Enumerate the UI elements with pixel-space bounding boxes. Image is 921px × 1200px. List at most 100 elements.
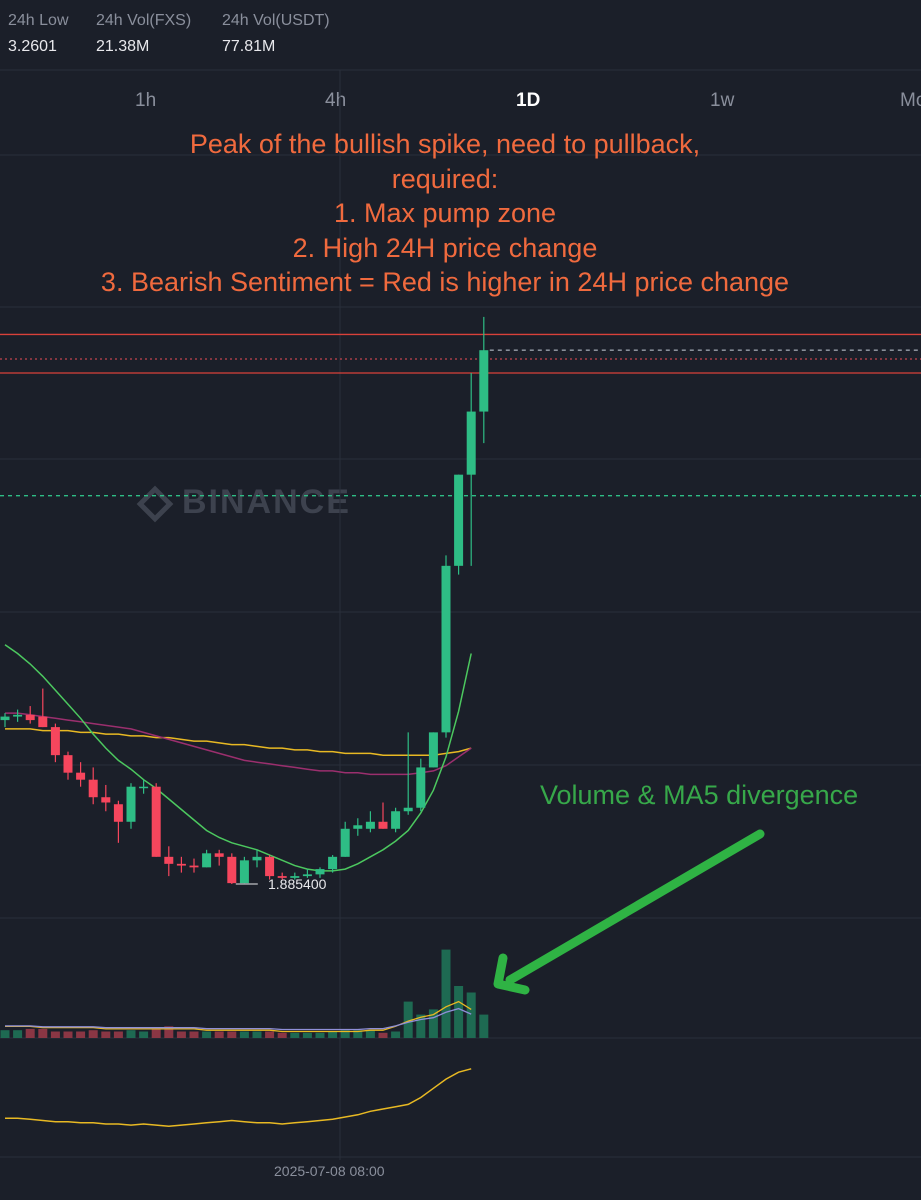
tab-1w[interactable]: 1w [710,90,735,111]
candles [0,316,489,885]
stat-24h-vol-usdt: 24h Vol(USDT) 77.81M [222,12,330,56]
candle-body [466,411,476,475]
volume-bar [63,1031,73,1038]
candle-body [139,786,149,789]
candle-body [265,856,275,877]
candle-body [454,474,464,566]
candle-body [113,804,123,822]
volume-bar [428,1009,438,1038]
tab-1d[interactable]: 1D [516,90,541,111]
tab-4h[interactable]: 4h [325,90,347,111]
volume-bar [151,1028,161,1038]
candle-body [202,853,212,868]
volume-bar [101,1031,111,1038]
volume-bar [189,1031,199,1038]
candle-body [38,716,48,728]
volume-bar [88,1030,98,1038]
indicator-line [5,1068,472,1128]
stat-label: 24h Vol(FXS) [96,12,192,29]
candle-body [328,856,338,870]
volume-bar [340,1030,350,1038]
stat-label: 24h Low [8,12,69,29]
watermark: BINANCE [136,483,351,523]
candle-body [340,828,350,857]
candle-body [315,869,325,875]
candle-body [13,714,23,717]
arrow-head [493,953,530,995]
candle-body [403,807,413,812]
volume-bar [265,1031,275,1038]
candle-body [126,786,136,822]
annotation-top: Peak of the bullish spike, need to pullb… [0,127,890,300]
volume-bar [391,1031,401,1038]
volume-bar [239,1031,249,1038]
volume-bar [0,1030,10,1038]
stat-24h-vol-fxs: 24h Vol(FXS) 21.38M [96,12,191,56]
volume-bar [277,1032,287,1038]
indicator-series-line [5,1068,472,1128]
volume-bar [466,992,476,1038]
volume-bar [202,1031,212,1038]
annotation-divergence: Volume & MA5 divergence [540,780,859,810]
candle-body [76,772,86,780]
stat-value: 77.81M [222,38,276,55]
watermark-text: BINANCE [182,483,351,521]
volume-bar [302,1032,312,1038]
candle-body [353,825,363,829]
candle-body [151,786,161,857]
annotation-line: Peak of the bullish spike, need to pullb… [189,129,701,159]
volume-bar [328,1031,338,1038]
candle-body [428,732,438,768]
price-levels [0,333,921,497]
tab-1h[interactable]: 1h [135,90,157,111]
volume-bar [139,1031,149,1038]
annotation-line: 3. Bearish Sentiment = Red is higher in … [100,267,790,297]
stat-24h-low: 24h Low 3.2601 [8,12,69,56]
stat-value: 21.38M [96,38,150,55]
candle-body [63,755,73,773]
annotation-line: required: [391,163,499,194]
candle-body [479,350,489,412]
arrow-shaft [505,829,765,985]
volume-bar [13,1030,23,1038]
volume-bar [315,1032,325,1038]
candle-body [88,779,98,798]
volume-bar [441,949,451,1038]
volume-bar [113,1031,123,1038]
volume-bar [76,1031,86,1038]
volume-bars [0,949,489,1038]
volume-bar [25,1028,35,1038]
candle-body [378,821,388,829]
annotation-line: 1. Max pump zone [333,198,557,228]
volume-bar [353,1030,363,1038]
stat-label: 24h Vol(USDT) [222,12,330,29]
candle-body [277,876,287,878]
volume-bar [454,986,464,1038]
divergence-arrow [493,829,765,995]
candle-body [227,856,237,884]
volume-bar [227,1031,237,1038]
candle-body [391,811,401,829]
ma-long-line [5,728,472,756]
tab-month[interactable]: Mo [900,90,921,111]
candle-body [252,856,262,861]
candle-body [25,714,35,721]
candle-body [214,853,224,857]
volume-bar [214,1031,224,1038]
volume-bar [290,1032,300,1038]
candle-body [50,727,60,756]
candle-body [441,565,451,733]
volume-bar [38,1028,48,1038]
volume-bar [403,1001,413,1038]
ma-short-line [4,644,472,872]
candle-body [302,874,312,877]
volume-bar [365,1030,375,1038]
candle-body [416,767,426,808]
volume-bar [378,1032,388,1038]
candle-body [189,865,199,868]
time-axis-label: 2025-07-08 08:00 [274,1163,385,1179]
volume-bar [252,1031,262,1038]
candle-body [239,860,249,884]
stat-value: 3.2601 [8,38,57,55]
